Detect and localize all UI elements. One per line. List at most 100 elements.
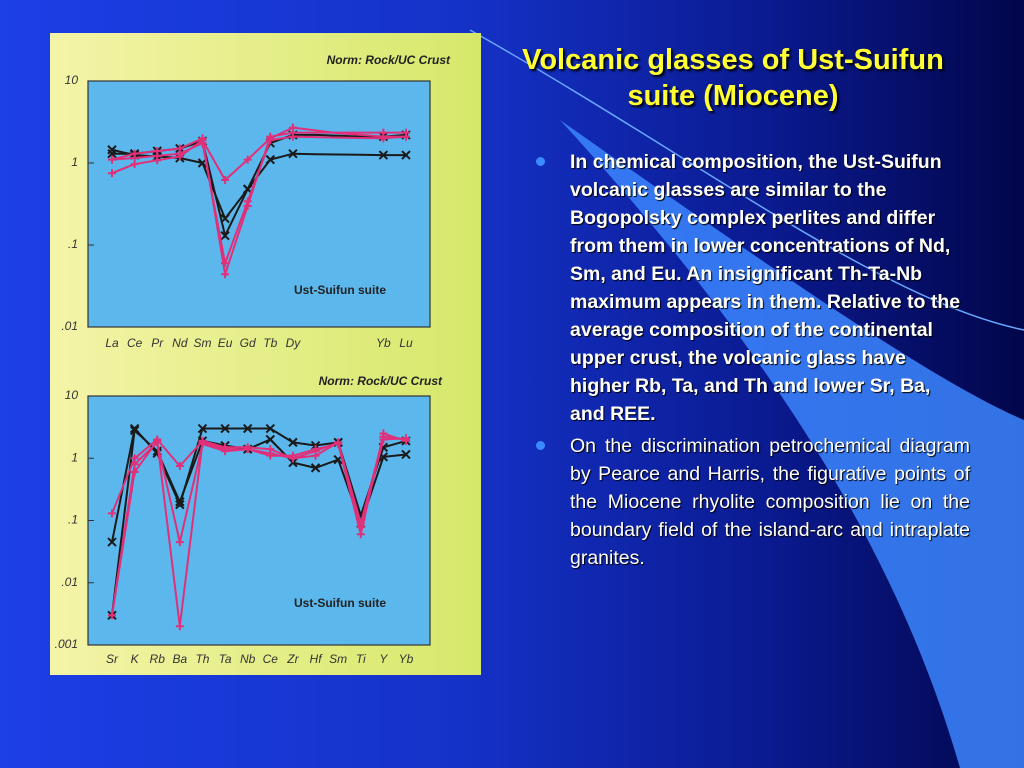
swoosh-line — [469, 29, 1024, 331]
x-tick-label: Nd — [172, 336, 188, 350]
x-tick-label: Gd — [240, 336, 256, 350]
point-marker — [175, 462, 184, 471]
plot-area — [87, 395, 431, 646]
point-marker — [356, 530, 365, 539]
x-tick-label: Th — [195, 652, 209, 666]
point-marker — [175, 149, 184, 158]
bullet-list: In chemical composition, the Ust-Suifun … — [532, 148, 970, 576]
bullet: On the discrimination petrochemical diag… — [532, 432, 970, 572]
x-tick-label: Sm — [329, 652, 347, 666]
point-marker — [265, 423, 276, 434]
point-marker — [288, 454, 297, 463]
point-marker — [288, 437, 298, 448]
point-marker — [153, 438, 162, 447]
x-tick-label: Eu — [218, 336, 233, 350]
x-tick-label: Ba — [173, 652, 188, 666]
x-tick-label: Dy — [286, 336, 302, 350]
chart-subtitle: Norm: Rock/UC Crust — [319, 374, 443, 388]
series-line — [111, 437, 407, 616]
x-tick-label: Ta — [219, 652, 232, 666]
x-tick-label: Nb — [240, 652, 256, 666]
x-tick-label: La — [105, 336, 119, 350]
point-marker — [243, 155, 252, 164]
point-marker — [401, 150, 411, 160]
point-marker — [221, 176, 230, 185]
point-marker — [175, 622, 184, 631]
point-marker — [379, 435, 388, 444]
point-marker — [221, 447, 230, 456]
y-tick-label: .1 — [68, 237, 78, 251]
point-marker — [265, 434, 276, 445]
y-tick-label: .1 — [68, 513, 78, 527]
point-marker — [288, 132, 297, 141]
y-tick-label: .01 — [61, 319, 78, 333]
bullet: In chemical composition, the Ust-Suifun … — [532, 148, 970, 428]
point-marker — [265, 154, 276, 165]
point-marker — [108, 169, 116, 178]
point-marker — [130, 460, 139, 469]
point-marker — [130, 154, 139, 163]
x-tick-label: Yb — [376, 336, 391, 350]
point-marker — [129, 425, 140, 436]
point-marker — [266, 136, 275, 145]
point-marker — [356, 522, 365, 531]
point-marker — [108, 611, 116, 620]
x-tick-label: Ti — [356, 652, 366, 666]
series-line — [111, 432, 407, 627]
point-marker — [242, 423, 253, 434]
y-tick-label: .001 — [55, 637, 78, 651]
x-tick-label: Lu — [399, 336, 413, 350]
x-tick-label: Rb — [150, 652, 166, 666]
point-marker — [266, 449, 275, 458]
y-tick-label: 10 — [65, 388, 79, 402]
point-marker — [402, 434, 410, 443]
slide-title: Volcanic glasses of Ust-Suifun suite (Mi… — [522, 44, 944, 112]
point-marker — [310, 463, 321, 473]
point-marker — [175, 497, 185, 507]
point-marker — [221, 270, 230, 279]
point-marker — [220, 423, 230, 434]
point-marker — [107, 145, 117, 155]
annotation: Ust-Suifun suite — [294, 283, 386, 297]
point-marker — [288, 148, 298, 159]
point-marker — [401, 449, 411, 460]
y-tick-label: 10 — [65, 73, 79, 87]
x-tick-label: Sr — [106, 652, 119, 666]
point-marker — [175, 499, 185, 510]
point-marker — [402, 132, 410, 141]
point-marker — [378, 452, 389, 462]
point-marker — [108, 509, 116, 518]
swoosh-shape — [560, 120, 1024, 768]
point-marker — [379, 134, 388, 143]
y-tick-label: .01 — [61, 575, 78, 589]
point-marker — [288, 457, 298, 468]
point-marker — [220, 230, 230, 241]
x-tick-label: Tb — [263, 336, 277, 350]
chart-panel: Norm: Rock/UC Crust Ust-Suifun suite 10 1 .1… — [50, 33, 481, 675]
point-marker — [243, 197, 252, 206]
x-tick-label: Pr — [151, 336, 164, 350]
y-tick-label: 1 — [71, 155, 78, 169]
point-marker — [198, 439, 207, 448]
x-tick-label: Yb — [399, 652, 414, 666]
point-marker — [311, 447, 320, 456]
point-marker — [243, 445, 252, 454]
x-tick-label: Ce — [263, 652, 279, 666]
point-marker — [129, 423, 140, 434]
point-marker — [107, 537, 117, 547]
point-marker — [107, 148, 117, 159]
x-tick-label: Ce — [127, 336, 143, 350]
x-tick-label: Zr — [286, 652, 299, 666]
point-marker — [334, 438, 343, 447]
x-tick-label: Hf — [310, 652, 324, 666]
annotation: Ust-Suifun suite — [294, 596, 386, 610]
y-tick-label: 1 — [71, 450, 78, 464]
point-marker — [153, 151, 162, 160]
x-tick-label: K — [131, 652, 140, 666]
point-marker — [221, 259, 230, 268]
plot-area — [87, 80, 431, 328]
point-marker — [198, 139, 207, 148]
chart-subtitle: Norm: Rock/UC Crust — [327, 53, 451, 67]
